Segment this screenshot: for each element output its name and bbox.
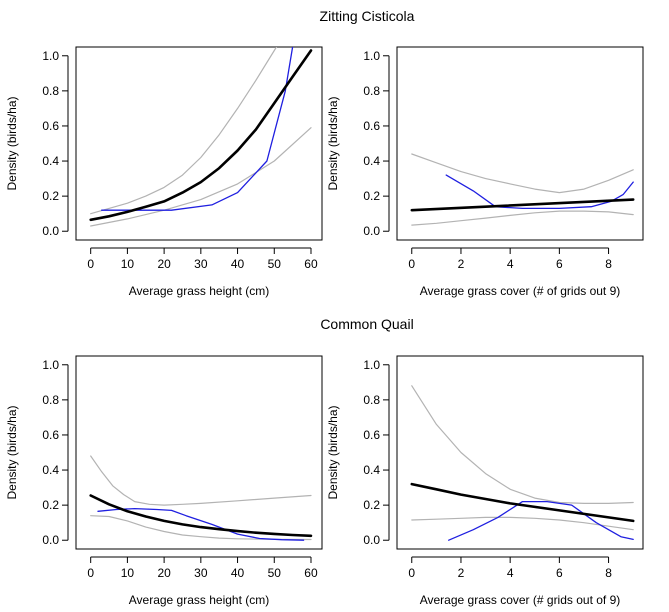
y-tick-label: 0.0	[363, 533, 380, 547]
series-line-observed	[448, 500, 634, 541]
x-axis-label: Average grass cover (# of grids out 9)	[420, 284, 621, 298]
x-tick-label: 0	[408, 566, 415, 580]
y-tick-label: 0.4	[363, 154, 380, 168]
y-tick-label: 1.0	[363, 358, 380, 372]
plot-frame	[396, 355, 644, 550]
series-line-upper-bound	[90, 455, 312, 506]
panel-top-left: 0 10 20 30 40 50 60 0.0 0.2 0.4 0.6 0.8 1.0 Average g…	[5, 46, 323, 298]
x-tick-label: 20	[157, 566, 171, 580]
series-group	[410, 153, 635, 226]
y-tick-label: 0.8	[363, 393, 380, 407]
series-group	[89, 455, 313, 541]
y-tick-label: 1.0	[42, 49, 59, 63]
series-group	[89, 47, 313, 227]
x-tick-label: 40	[231, 257, 245, 271]
y-tick-label: 0.2	[363, 498, 380, 512]
series-line-upper-bound	[411, 153, 634, 194]
y-tick-label: 0.8	[363, 84, 380, 98]
series-line-fitted	[89, 494, 313, 538]
series-line-lower-bound	[411, 516, 634, 531]
x-tick-label: 60	[304, 257, 318, 271]
series-line-observed	[445, 174, 634, 210]
y-tick-label: 0.4	[42, 154, 59, 168]
x-tick-label: 8	[605, 257, 612, 271]
panel-bottom-left: 0 10 20 30 40 50 60 0.0 0.2 0.4 0.6 0.8 1.0 Average g…	[5, 355, 323, 607]
row-title-common-quail: Common Quail	[320, 316, 413, 332]
x-tick-label: 50	[268, 566, 282, 580]
x-axis-label: Average grass height (cm)	[129, 284, 270, 298]
series-line-lower-bound	[411, 210, 634, 226]
x-tick-label: 40	[231, 566, 245, 580]
y-tick-label: 0.0	[363, 224, 380, 238]
x-tick-label: 4	[507, 257, 514, 271]
y-tick-label: 1.0	[42, 358, 59, 372]
y-tick-label: 1.0	[363, 49, 380, 63]
x-tick-label: 30	[194, 257, 208, 271]
x-tick-label: 6	[556, 257, 563, 271]
x-tick-label: 30	[194, 566, 208, 580]
x-tick-label: 0	[87, 566, 94, 580]
series-group	[410, 385, 635, 541]
row-title-zitting-cisticola: Zitting Cisticola	[320, 8, 415, 24]
y-axis-label: Density (birds/ha)	[326, 96, 340, 190]
series-line-fitted	[410, 482, 635, 523]
series-line-upper-bound	[411, 385, 634, 504]
series-line-observed	[101, 47, 294, 211]
x-tick-label: 60	[304, 566, 318, 580]
y-tick-label: 0.0	[42, 533, 59, 547]
x-tick-label: 10	[121, 566, 135, 580]
x-tick-label: 2	[458, 257, 465, 271]
x-tick-label: 20	[157, 257, 171, 271]
y-tick-label: 0.8	[42, 84, 59, 98]
y-tick-label: 0.8	[42, 393, 59, 407]
y-tick-label: 0.6	[363, 428, 380, 442]
y-axis-label: Density (birds/ha)	[5, 405, 19, 499]
series-line-observed	[97, 507, 305, 541]
panel-bottom-right: 0 2 4 6 8 0.0 0.2 0.4 0.6 0.8 1.0 Average grass cov…	[326, 355, 644, 607]
y-tick-label: 0.6	[42, 428, 59, 442]
y-axis-label: Density (birds/ha)	[326, 405, 340, 499]
y-tick-label: 0.4	[42, 463, 59, 477]
plot-frame	[75, 355, 323, 550]
series-line-lower-bound	[90, 127, 312, 227]
panel-top-right: 0 2 4 6 8 0.0 0.2 0.4 0.6 0.8 1.0 Average grass cov…	[326, 46, 644, 298]
x-tick-label: 6	[556, 566, 563, 580]
x-tick-label: 8	[605, 566, 612, 580]
x-axis-label: Average grass cover (# grids out of 9)	[420, 593, 621, 607]
x-tick-label: 50	[268, 257, 282, 271]
x-tick-label: 0	[87, 257, 94, 271]
series-line-fitted	[410, 198, 635, 212]
x-tick-label: 10	[121, 257, 135, 271]
y-tick-label: 0.4	[363, 463, 380, 477]
series-line-fitted	[89, 49, 313, 222]
x-tick-label: 0	[408, 257, 415, 271]
x-tick-label: 4	[507, 566, 514, 580]
series-line-lower-bound	[90, 515, 312, 541]
x-axis-label: Average grass height (cm)	[129, 593, 270, 607]
y-tick-label: 0.6	[42, 119, 59, 133]
y-tick-label: 0.2	[363, 189, 380, 203]
y-tick-label: 0.0	[42, 224, 59, 238]
y-axis-label: Density (birds/ha)	[5, 96, 19, 190]
plot-frame	[396, 46, 644, 241]
plot-frame	[75, 46, 323, 241]
series-line-upper-bound	[90, 47, 278, 215]
y-tick-label: 0.6	[363, 119, 380, 133]
y-tick-label: 0.2	[42, 189, 59, 203]
x-tick-label: 2	[458, 566, 465, 580]
y-tick-label: 0.2	[42, 498, 59, 512]
